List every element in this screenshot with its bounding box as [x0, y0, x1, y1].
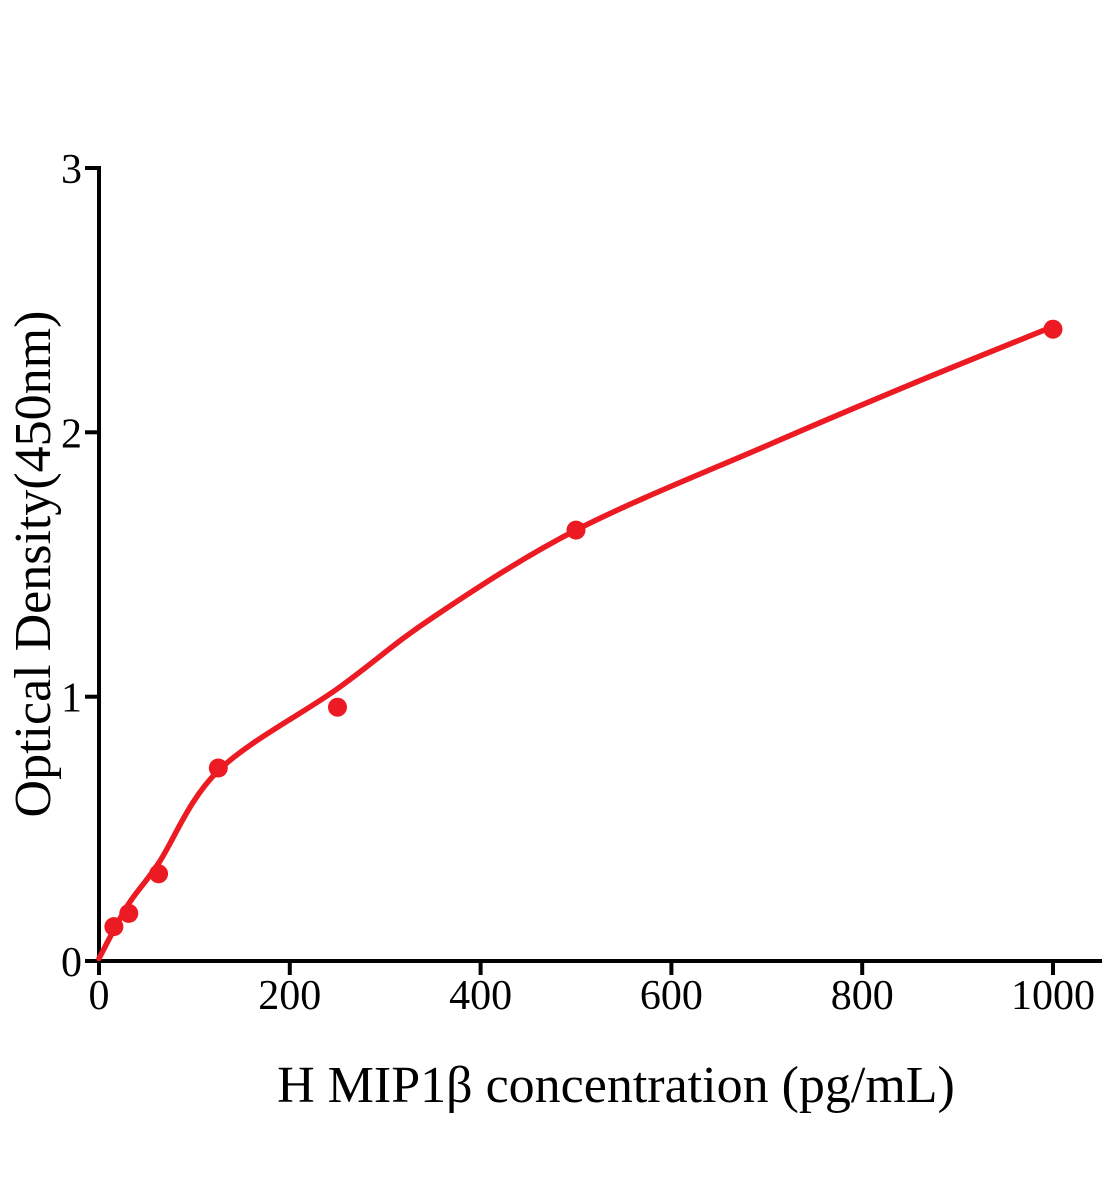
- data-point: [104, 917, 124, 937]
- x-axis-ticks: 0 200 400 600 800 1000: [89, 961, 1095, 1019]
- x-tick-label: 600: [640, 973, 703, 1019]
- data-point: [149, 864, 169, 884]
- x-axis-title: H MIP1β concentration (pg/mL): [277, 1057, 955, 1114]
- y-tick-label: 2: [61, 411, 82, 457]
- x-tick-label: 200: [258, 973, 321, 1019]
- x-tick-label: 0: [89, 973, 110, 1019]
- y-tick-label: 1: [61, 676, 82, 722]
- x-tick-label: 800: [831, 973, 894, 1019]
- data-point: [566, 520, 586, 540]
- x-tick-label: 400: [449, 973, 512, 1019]
- fitted-curve-layer: [96, 323, 1056, 962]
- data-points-layer: [104, 319, 1063, 937]
- data-point: [1043, 319, 1063, 339]
- y-tick-label: 3: [61, 147, 82, 193]
- x-tick-label: 1000: [1011, 973, 1095, 1019]
- data-point: [208, 758, 228, 778]
- y-axis-ticks: 0 1 2 3: [61, 147, 99, 986]
- data-point: [328, 697, 347, 717]
- y-tick-label: 0: [61, 940, 82, 986]
- data-point: [119, 903, 139, 923]
- y-axis-title: Optical Density(450nm): [5, 311, 62, 818]
- fitted-curve: [96, 323, 1056, 962]
